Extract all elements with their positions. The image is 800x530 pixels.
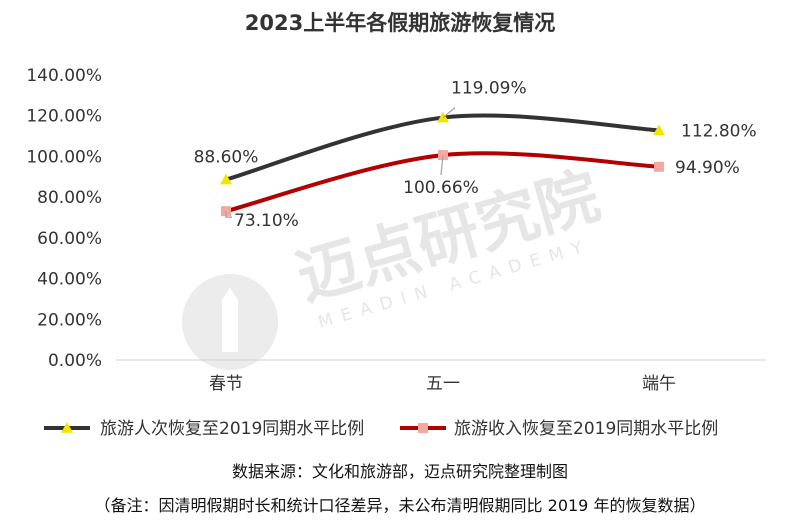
y-tick-label: 0.00% [48,351,102,371]
series-line-1 [224,113,661,182]
source-text: 数据来源：文化和旅游部，迈点研究院整理制图 [232,462,568,481]
y-tick-label: 140.00% [26,66,102,86]
legend-marker-triangle [61,422,73,433]
y-tick-label: 20.00% [37,310,102,330]
legend-label: 旅游收入恢复至2019同期水平比例 [454,419,718,439]
note-text: （备注：因清明假期时长和统计口径差异，未公布清明假期同比 2019 年的恢复数据… [95,496,706,515]
data-label: 119.09% [451,79,527,99]
label-leader-line [442,107,456,119]
y-tick-label: 120.00% [26,107,102,127]
x-category-label: 五一 [426,374,460,394]
label-leader-line [440,155,444,176]
y-axis-ticks: 0.00% 20.00% 40.00% 60.00% 80.00% 100.00% 120.… [26,66,102,371]
series-marker [654,161,664,172]
data-label: 94.90% [675,158,740,178]
legend-marker-square [418,423,428,433]
watermark: 迈点研究院 MEADIN ACADEMY [182,159,607,370]
data-label: 100.66% [403,178,479,198]
label-leader-line [225,211,232,218]
data-label: 88.60% [194,148,259,168]
y-tick-label: 80.00% [37,188,102,208]
data-labels: 88.60% 119.09% 112.80% 73.10% 100.66% 94.90% [194,79,757,232]
y-tick-label: 60.00% [37,229,102,249]
series-marker [220,173,232,185]
x-category-label: 端午 [642,374,676,394]
series-marker [653,124,665,136]
legend-label: 旅游人次恢复至2019同期水平比例 [100,419,364,439]
y-tick-label: 100.00% [26,147,102,167]
watermark-tower-icon [222,288,238,352]
x-category-label: 春节 [209,374,243,394]
y-tick-label: 40.00% [37,270,102,290]
x-axis-categories: 春节 五一 端午 [209,374,676,394]
data-label: 73.10% [234,211,299,231]
legend: 旅游人次恢复至2019同期水平比例 旅游收入恢复至2019同期水平比例 [44,419,718,439]
data-label: 112.80% [681,121,757,141]
chart-title: 2023上半年各假期旅游恢复情况 [245,11,555,35]
